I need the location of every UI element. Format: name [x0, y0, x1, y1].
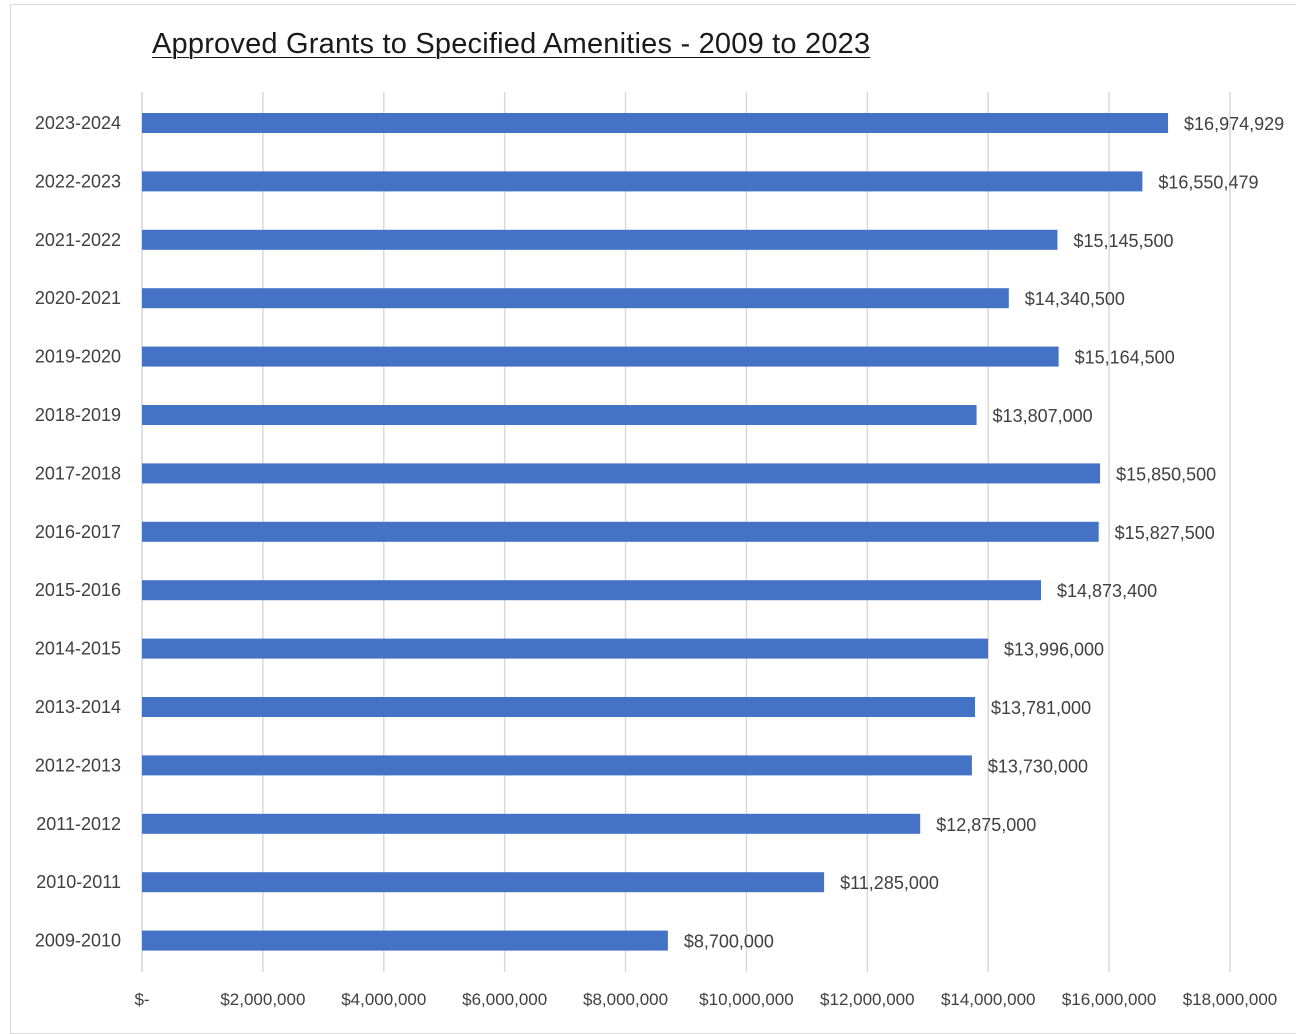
data-label: $16,974,929 — [1184, 114, 1284, 134]
bar — [142, 346, 1059, 367]
x-tick-labels: $- $2,000,000 $4,000,000 $6,000,000 $8,000,0… — [134, 990, 1277, 1009]
data-label: $13,996,000 — [1004, 640, 1104, 660]
bar — [142, 580, 1042, 601]
x-tick-label: $12,000,000 — [820, 990, 915, 1009]
x-tick-label: $16,000,000 — [1062, 990, 1157, 1009]
bar — [142, 521, 1099, 542]
x-tick-label: $6,000,000 — [462, 990, 547, 1009]
category-label: 2018-2019 — [35, 405, 121, 425]
category-label: 2021-2022 — [35, 230, 121, 250]
x-tick-label: $18,000,000 — [1183, 990, 1278, 1009]
bar — [142, 813, 921, 834]
bar — [142, 405, 977, 425]
data-label: $13,807,000 — [993, 406, 1093, 426]
category-label: 2022-2023 — [35, 171, 121, 191]
category-label: 2011-2012 — [36, 814, 121, 834]
chart-title: Approved Grants to Specified Amenities -… — [152, 28, 871, 60]
data-label: $8,700,000 — [684, 932, 774, 952]
bar — [142, 930, 668, 951]
category-label: 2019-2020 — [35, 347, 121, 367]
x-tick-label: $4,000,000 — [341, 990, 426, 1009]
category-label: 2009-2010 — [35, 931, 121, 951]
data-label: $16,550,479 — [1158, 172, 1258, 192]
data-label: $12,875,000 — [936, 815, 1036, 835]
category-labels: 2023-2024 2022-2023 2021-2022 2020-2021 2019… — [35, 113, 121, 951]
bar — [142, 171, 1143, 192]
bars — [142, 113, 1169, 951]
data-label: $11,285,000 — [840, 873, 939, 893]
category-label: 2010-2011 — [36, 872, 121, 892]
data-label: $13,781,000 — [991, 698, 1091, 718]
data-label: $14,340,500 — [1025, 289, 1125, 309]
bar — [142, 113, 1169, 133]
value-labels: $16,974,929 $16,550,479 $15,145,500 $14,340… — [684, 114, 1284, 952]
category-label: 2017-2018 — [35, 463, 121, 483]
x-tick-label: $14,000,000 — [941, 990, 1036, 1009]
category-label: 2012-2013 — [35, 755, 121, 775]
data-label: $13,730,000 — [988, 756, 1088, 776]
data-label: $15,850,500 — [1116, 464, 1216, 484]
category-label: 2020-2021 — [35, 288, 121, 308]
bar — [142, 638, 988, 659]
data-label: $15,145,500 — [1073, 231, 1173, 251]
bar — [142, 229, 1058, 250]
bar — [142, 697, 975, 717]
x-tick-label: $2,000,000 — [220, 990, 305, 1009]
data-label: $15,827,500 — [1115, 523, 1215, 543]
bar — [142, 288, 1009, 309]
bar — [142, 463, 1101, 484]
category-label: 2023-2024 — [35, 113, 121, 133]
x-tick-label: $- — [134, 990, 149, 1009]
x-tick-label: $10,000,000 — [699, 990, 794, 1009]
bar — [142, 872, 825, 893]
x-tick-label: $8,000,000 — [583, 990, 668, 1009]
data-label: $15,164,500 — [1075, 348, 1175, 368]
category-label: 2013-2014 — [35, 697, 121, 717]
category-label: 2014-2015 — [35, 639, 121, 659]
bar — [142, 755, 972, 776]
category-label: 2015-2016 — [35, 580, 121, 600]
category-label: 2016-2017 — [35, 522, 121, 542]
data-label: $14,873,400 — [1057, 581, 1157, 601]
